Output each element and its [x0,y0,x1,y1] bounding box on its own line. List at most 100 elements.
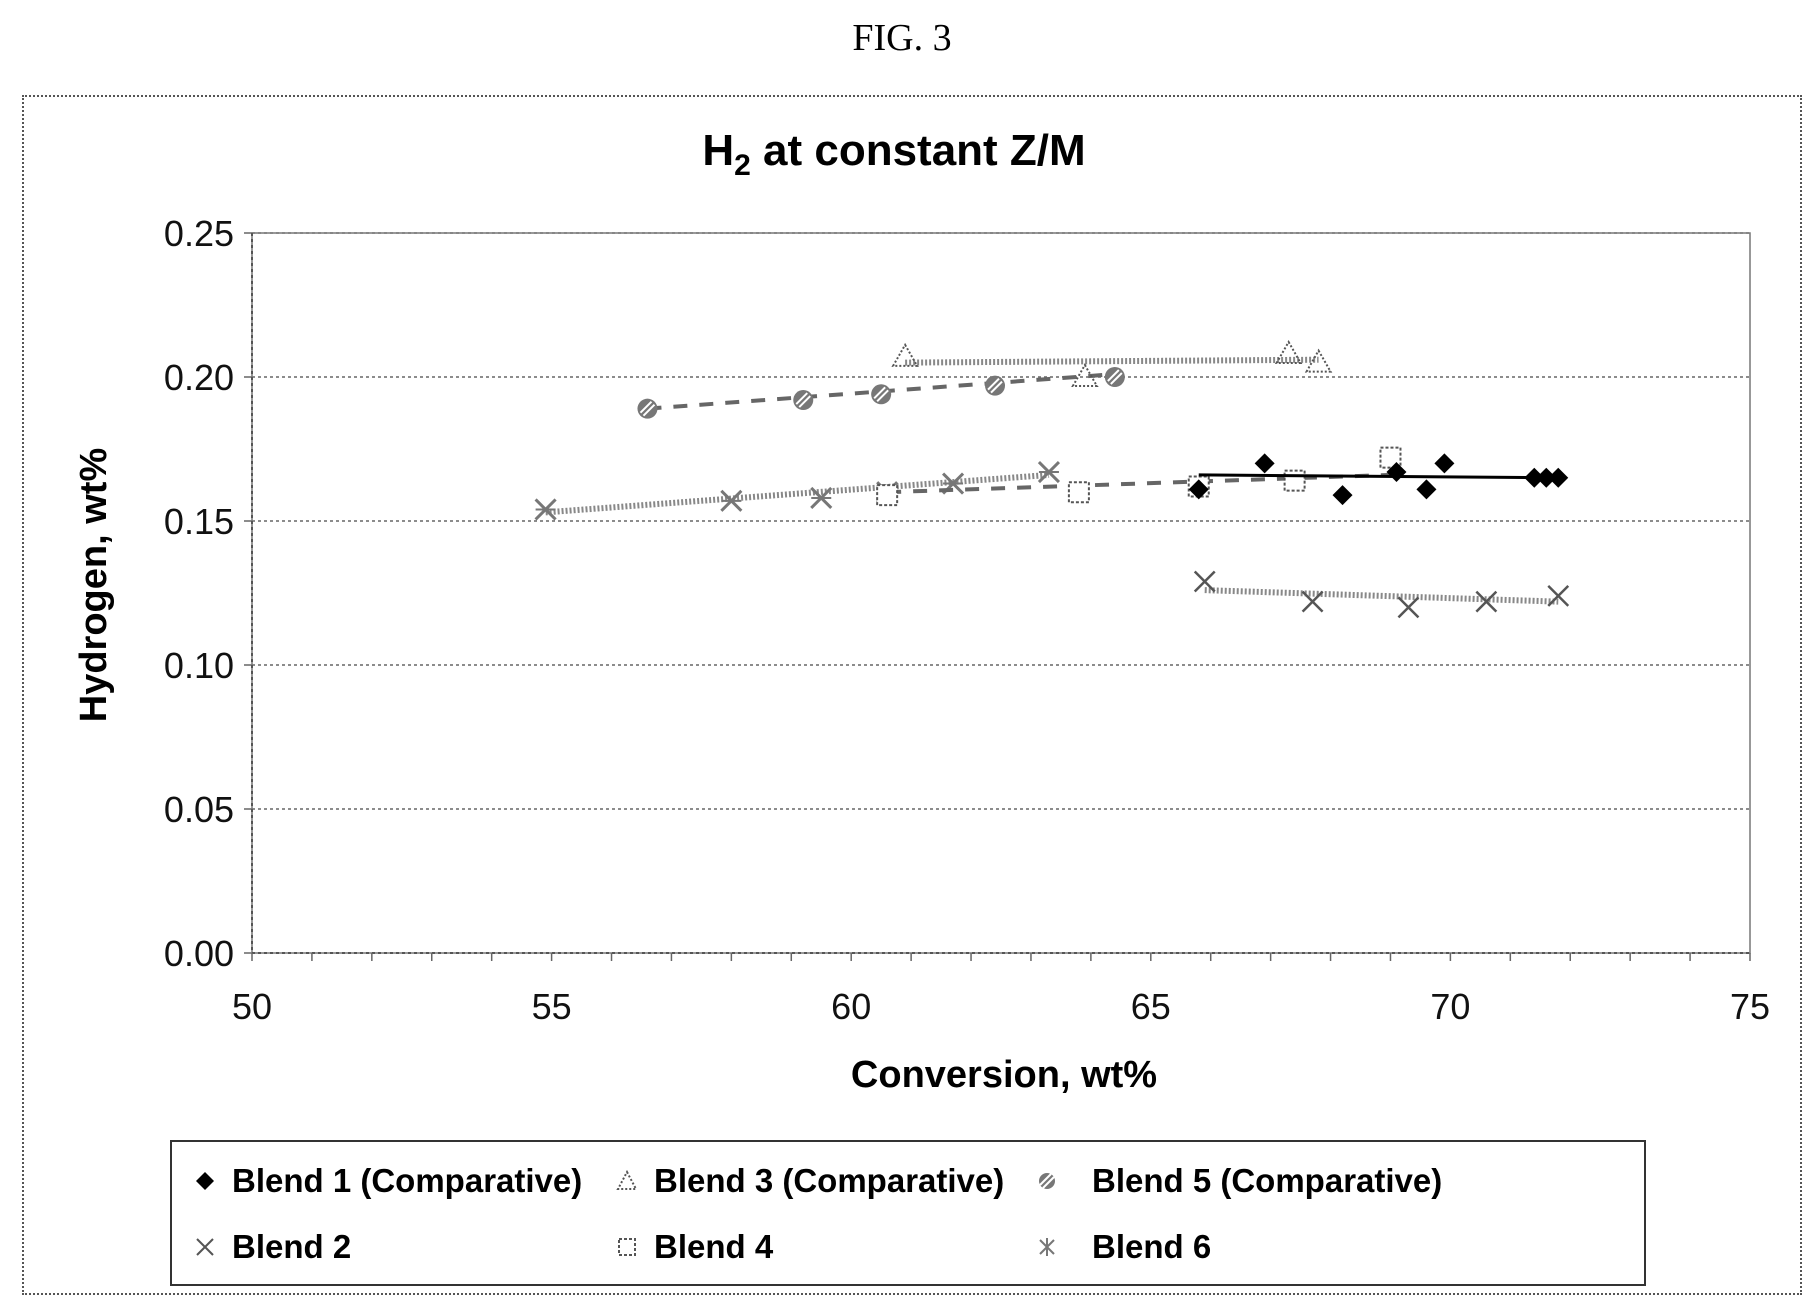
hatch-line [876,389,889,402]
diamond-marker [1524,467,1545,488]
legend-item-blend-4: Blend 4 [612,1222,773,1272]
legend-label: Blend 4 [654,1228,774,1265]
diamond-marker [1188,479,1209,500]
plot-border [251,232,1751,954]
data-point [1301,590,1324,613]
x-marker-stroke [1301,590,1324,613]
data-point [1548,467,1569,488]
hatched-circle-marker [1104,367,1125,387]
x-tick-label: 65 [1131,986,1171,1027]
y-tick-label: 0.25 [164,213,234,254]
data-point [1524,467,1545,488]
series-blend-3-comparative [891,339,1333,387]
legend-item-blend-6: Blend 6 [1032,1222,1211,1272]
data-point [1536,467,1557,488]
x-tick-label: 55 [532,986,572,1027]
gridlines [252,232,1750,810]
data-point [720,489,743,512]
series-blend-5-comparative [637,367,1125,419]
legend-item-blend-5: Blend 5 (Comparative) [1032,1156,1442,1206]
data-point [1283,469,1306,492]
data-point [1416,479,1437,500]
trend-line [1204,587,1559,605]
legend-label: Blend 1 (Comparative) [232,1162,583,1199]
hatch-line [1110,372,1123,385]
legend-marker-x-icon [190,1232,220,1262]
series-blend-1-comparative [1188,453,1569,506]
y-tick-label: 0.10 [164,645,234,686]
data-point [1274,339,1303,364]
chart-title: H2 at constant Z/M [702,126,1085,182]
hatched-circle-marker [985,375,1006,396]
hatch-line [1107,369,1120,382]
chart-legend: Blend 1 (Comparative) Blend 3 (Comparati… [170,1140,1646,1286]
diamond-marker [1386,462,1407,483]
x-marker-stroke [1397,596,1420,619]
hatch-line [642,403,656,417]
x-marker-stroke [1193,570,1216,593]
scatter-chart: 0.00 0.05 0.10 0.15 0.20 0.25 50 55 60 65 70 75 H2 … [73,126,1770,1096]
data-point [1067,481,1090,504]
trend-line [545,471,1050,516]
data-point [1475,590,1498,613]
legend-marker-square-icon [612,1232,642,1262]
data-point [1188,479,1209,500]
x-tick-label: 60 [831,986,871,1027]
legend-item-blend-2: Blend 2 [190,1222,351,1272]
chart-frame: 0.00 0.05 0.10 0.15 0.20 0.25 50 55 60 65 70 75 H2 … [22,95,1802,1295]
diamond-marker [1536,467,1557,488]
data-point [891,342,919,367]
y-tick-label: 0.20 [164,357,234,398]
hatch-line [987,377,1000,391]
hatch-line [795,392,808,405]
trend-line [905,356,1319,366]
hatch-line [873,386,886,399]
x-tick-label: 50 [232,986,272,1027]
data-point [1386,462,1407,483]
diamond-marker [1254,453,1275,474]
diamond-marker [1548,467,1569,488]
legend-label: Blend 3 (Comparative) [654,1162,1005,1199]
legend-marker-diamond-icon [190,1166,220,1196]
diamond-marker [1434,453,1455,474]
diamond-marker [1332,485,1353,506]
data-point [793,390,814,411]
data-point [637,398,658,419]
data-point [1332,485,1353,506]
axes: 0.00 0.05 0.10 0.15 0.20 0.25 50 55 60 65 70 75 [164,213,1770,1027]
trend-line [887,472,1391,495]
data-point [810,486,833,510]
y-tick-label: 0.15 [164,501,234,542]
series-layer [534,339,1570,619]
data-point [1304,348,1333,373]
x-tick-label: 75 [1730,986,1770,1027]
data-point [1397,596,1420,619]
legend-marker-triangle-icon [612,1166,642,1196]
diamond-marker [1416,479,1437,500]
legend-label: Blend 2 [232,1228,352,1265]
data-point [534,498,557,521]
data-point [871,384,892,405]
triangle-marker [1304,348,1333,373]
triangle-marker [891,342,919,367]
x-axis-label: Conversion, wt% [851,1054,1157,1096]
data-point [1104,367,1125,387]
y-tick-label: 0.05 [164,789,234,830]
y-axis-label: Hydrogen, wt% [73,448,115,722]
data-point [1071,362,1099,387]
data-point [1193,570,1216,593]
hatched-circle-marker [793,390,814,411]
series-blend-2 [1193,570,1570,619]
data-point [876,484,899,507]
square-marker [1283,469,1306,492]
data-point [985,375,1006,396]
hatch-line [639,400,653,414]
hatch-line [798,395,811,408]
hatched-circle-marker [637,398,658,419]
data-point [1254,453,1275,474]
legend-marker-hatched-circle-icon [1032,1166,1062,1196]
legend-item-blend-1: Blend 1 (Comparative) [190,1156,582,1206]
triangle-marker [1071,362,1099,387]
triangle-marker [1274,339,1303,364]
data-point [1379,446,1402,469]
